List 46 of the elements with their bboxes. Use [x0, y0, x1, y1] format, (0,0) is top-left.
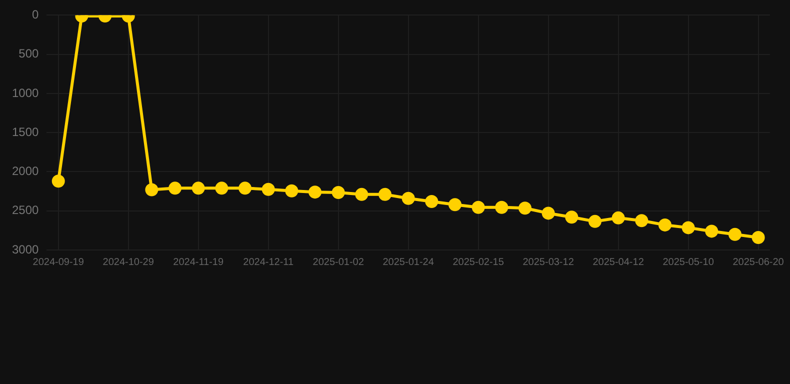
y-tick-label: 0	[32, 8, 40, 22]
x-tick-label: 2025-05-10	[662, 256, 714, 268]
point	[355, 188, 368, 201]
x-tick-label: 2024-09-19	[32, 256, 84, 268]
point	[565, 210, 578, 224]
point	[262, 182, 275, 196]
point	[308, 186, 322, 199]
point	[518, 202, 532, 215]
y-tick-label: 2500	[12, 203, 40, 218]
point	[402, 192, 415, 205]
x-tick-label: 2025-02-15	[452, 256, 504, 268]
y-tick-label: 2000	[12, 164, 40, 178]
point	[425, 194, 438, 208]
point	[682, 221, 695, 234]
point	[145, 183, 158, 196]
point	[588, 214, 602, 228]
x-tick-label: 2025-01-24	[382, 256, 434, 268]
x-tick-label: 2024-10-29	[102, 256, 154, 268]
point	[448, 198, 462, 212]
point	[472, 200, 485, 214]
point	[52, 174, 65, 188]
point	[238, 182, 252, 195]
point	[215, 182, 228, 195]
point	[635, 214, 648, 228]
point	[378, 188, 392, 201]
point	[542, 206, 555, 220]
y-tick-label: 1000	[12, 86, 40, 100]
point	[658, 218, 672, 232]
point	[728, 228, 742, 241]
point	[495, 200, 508, 214]
point	[705, 224, 718, 238]
point	[168, 182, 182, 195]
point	[192, 182, 205, 195]
point	[285, 184, 298, 198]
point	[752, 230, 765, 244]
y-tick-label: 1500	[12, 124, 40, 139]
y-tick-label: 3000	[12, 242, 40, 256]
point	[332, 186, 345, 199]
x-tick-label: 2024-11-19	[173, 256, 224, 268]
point	[612, 211, 625, 224]
y-tick-label: 500	[18, 46, 40, 61]
x-tick-label: 2025-06-20	[732, 256, 784, 268]
x-tick-label: 2025-04-12	[592, 256, 644, 268]
x-tick-label: 2025-01-02	[312, 256, 364, 268]
x-tick-label: 2025-03-12	[522, 256, 574, 268]
x-tick-label: 2024-12-11	[243, 256, 294, 268]
